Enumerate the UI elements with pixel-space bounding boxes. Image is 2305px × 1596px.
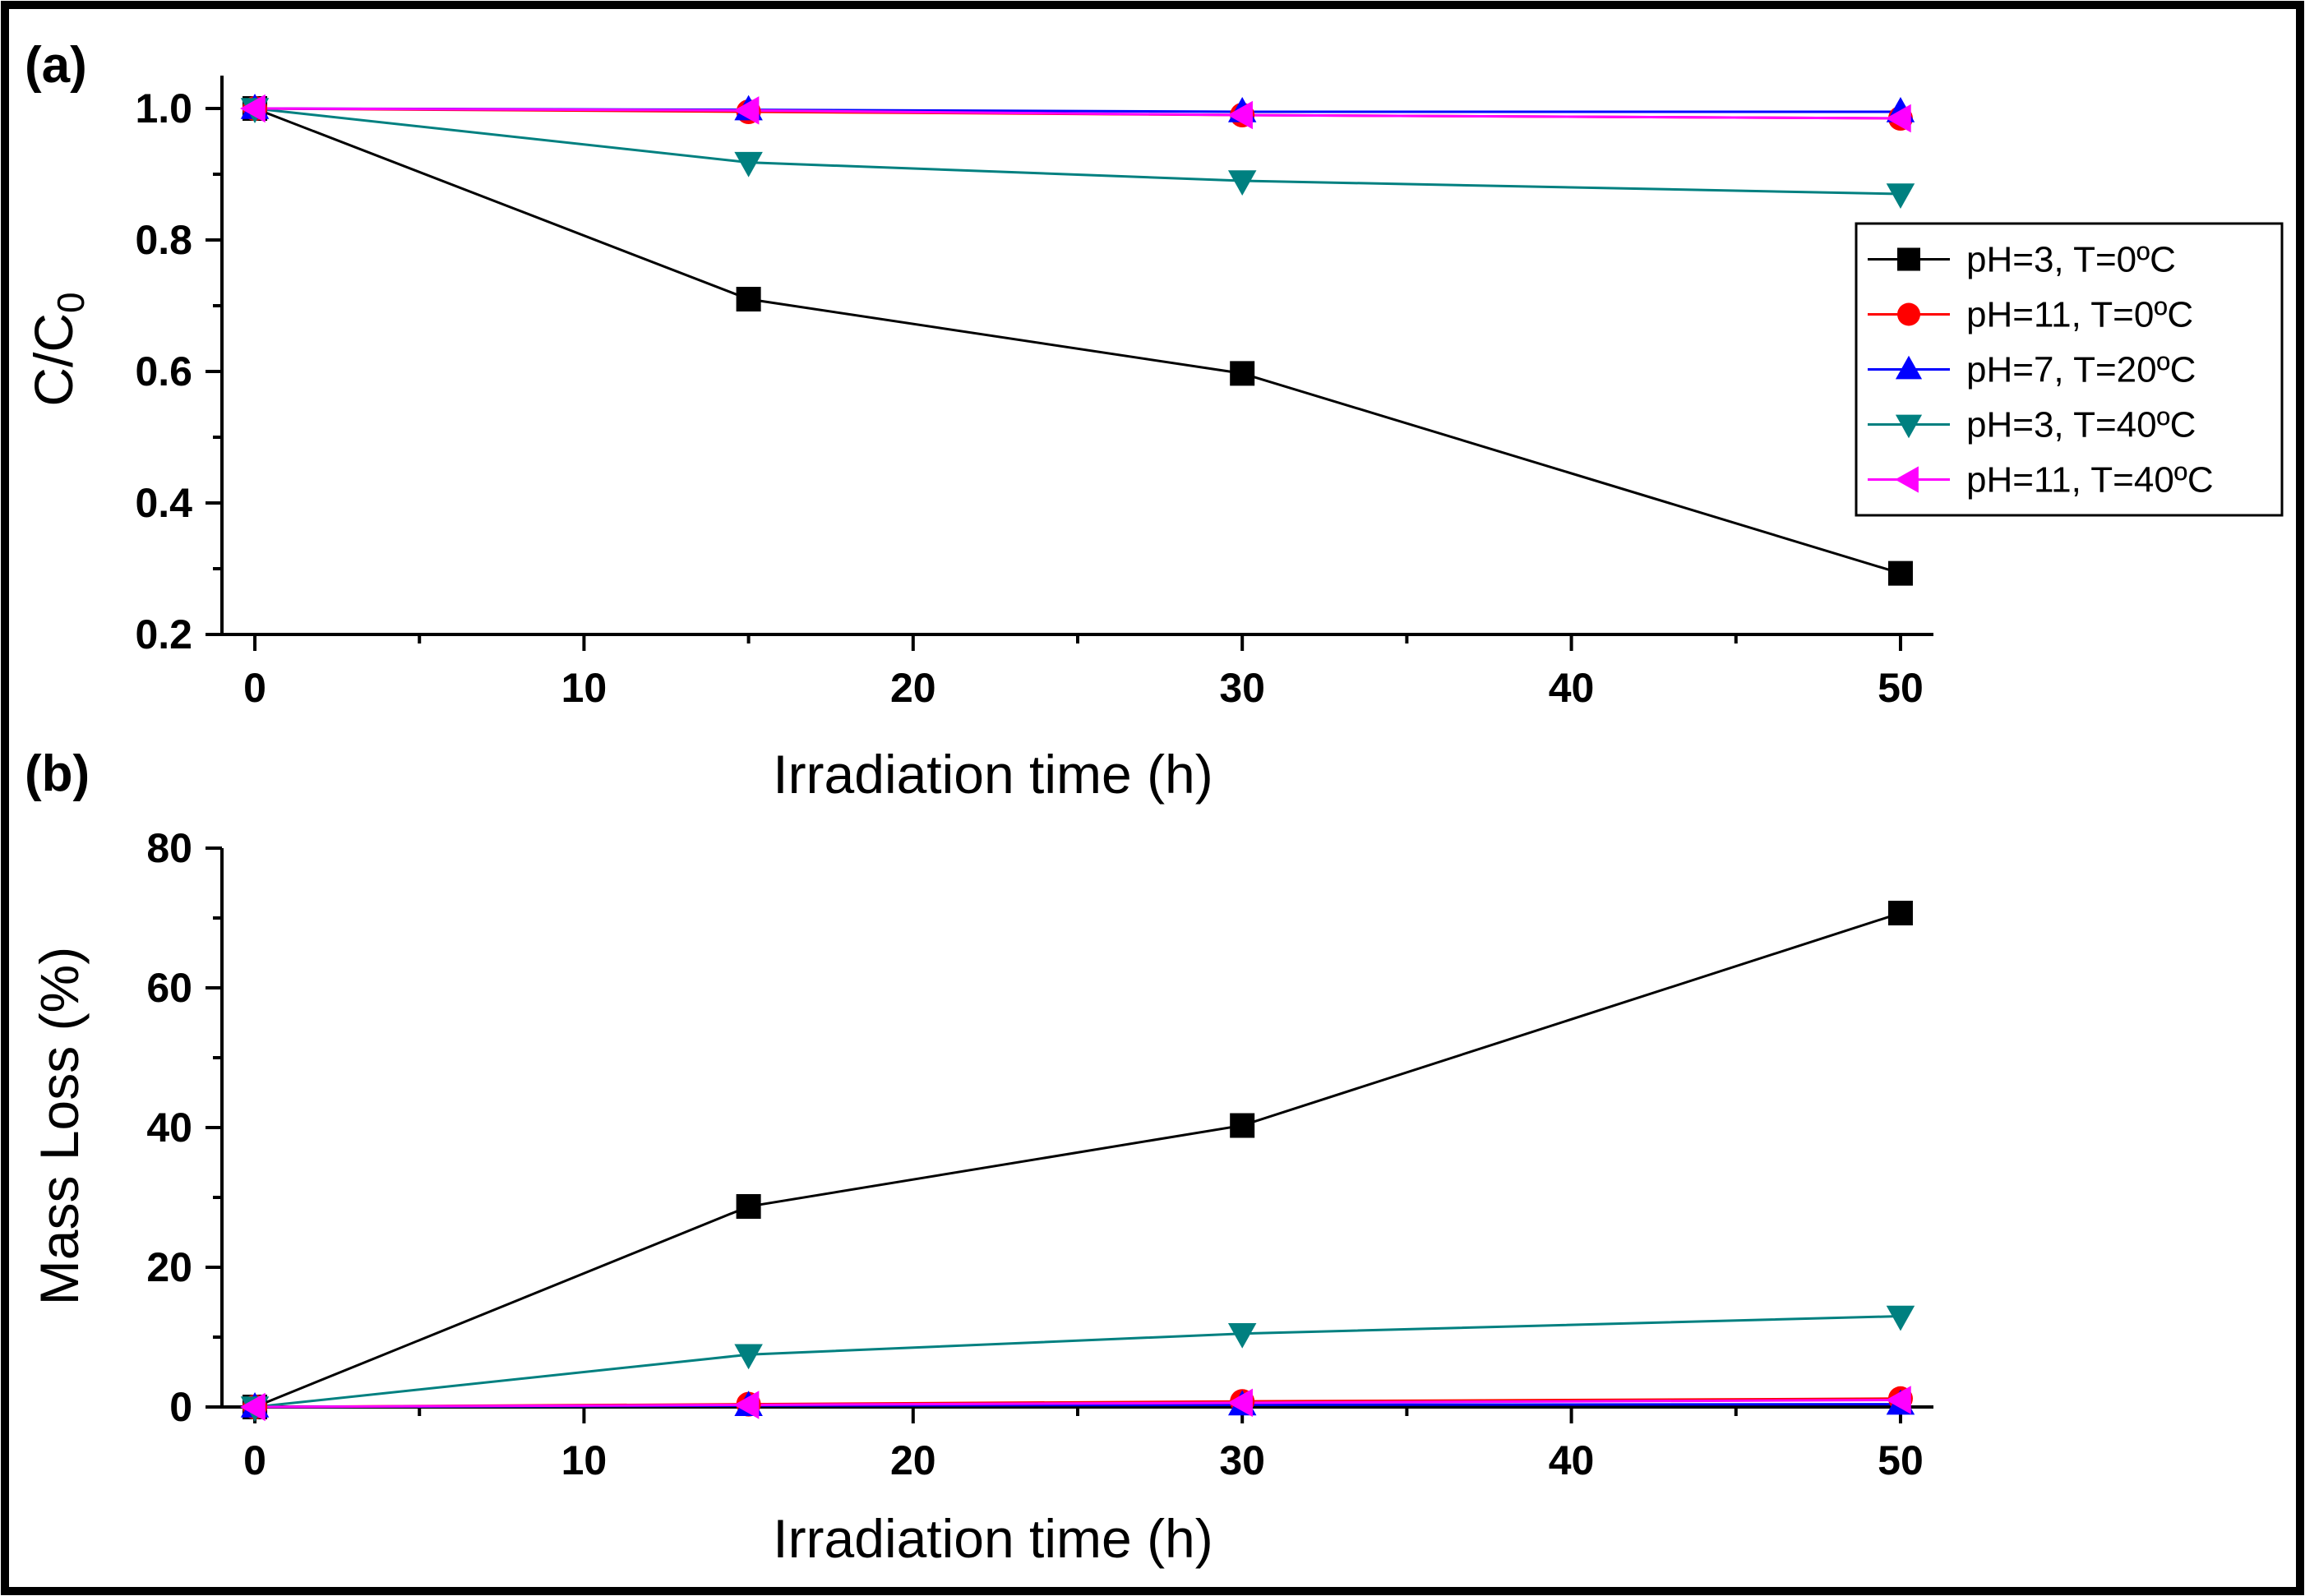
panel-b-x-tick-label: 10 (561, 1437, 607, 1483)
panel-b-y-tick-label: 20 (146, 1244, 192, 1290)
panel-a-x-tick-label: 40 (1549, 665, 1595, 711)
panel-b-y-tick-label: 40 (146, 1105, 192, 1151)
panel-a-series-1-point (1230, 361, 1255, 386)
panel-a-series-5-point (1885, 104, 1911, 133)
panel-a-y-axis-title: C/C0 (23, 292, 92, 406)
panel-b-series-4-point (734, 1344, 763, 1370)
panel-a-series-5-point (240, 94, 266, 123)
panel-a-series-4-point (734, 151, 763, 178)
panel-a-y-axis-title-subscript: 0 (49, 292, 92, 313)
legend-label-1: pH=3, T=0ºC (1966, 240, 2176, 280)
panel-a-x-tick-label: 10 (561, 665, 607, 711)
panel-a-series-5-point (1227, 100, 1253, 130)
panel-a-y-tick-label: 1.0 (135, 85, 192, 131)
panel-a-x-axis-title: Irradiation time (h) (773, 744, 1213, 805)
panel-a-y-tick-label: 0.2 (135, 611, 192, 657)
panel-a-series-4-point (1886, 183, 1915, 209)
panel-b-series-4-point (1886, 1305, 1915, 1331)
panel-a-x-tick-label: 50 (1878, 665, 1924, 711)
panel-b-series-1-point (736, 1194, 761, 1220)
panel-b-y-axis-title: Mass Loss (%) (29, 947, 90, 1305)
panel-a-y-tick-label: 0.4 (135, 480, 192, 526)
legend-label-3: pH=7, T=20ºC (1966, 350, 2196, 390)
panel-a-y-tick-label: 0.8 (135, 217, 192, 263)
panel-a-x-tick-label: 0 (243, 665, 266, 711)
panel-b-y-tick-label: 80 (146, 825, 192, 871)
legend-marker-4 (1895, 414, 1923, 439)
panel-a-x-tick-label: 30 (1219, 665, 1265, 711)
panel-a-label: (a) (25, 37, 87, 94)
panel-a-series-line-4 (254, 107, 1901, 196)
legend: pH=3, T=0ºC pH=11, T=0ºC pH=7, T=20ºC pH=3,… (1855, 222, 2284, 517)
panel-b-series-line-5 (255, 1399, 1901, 1409)
panel-b-x-axis-title: Irradiation time (h) (773, 1508, 1213, 1569)
legend-marker-3 (1895, 355, 1923, 380)
panel-a-x-tick-label: 20 (890, 665, 936, 711)
panel-b-series-1-point (1887, 901, 1913, 926)
panel-b-series-line-1 (254, 911, 1901, 1409)
legend-label-2: pH=11, T=0ºC (1966, 295, 2193, 335)
panel-b-series-4-point (1227, 1323, 1257, 1349)
panel-b-y-tick-label: 0 (169, 1384, 192, 1430)
panel-b-plot: 0 10 20 30 40 50 0 20 40 60 80 (146, 825, 1933, 1483)
legend-marker-1 (1897, 247, 1920, 271)
legend-label-4: pH=3, T=40ºC (1966, 405, 2196, 445)
panel-b-x-tick-label: 50 (1878, 1437, 1924, 1483)
panel-a-series-line-1 (254, 107, 1901, 575)
panel-a-series-line-5 (255, 107, 1901, 120)
panel-a-series-1-point (1887, 560, 1913, 586)
panel-b-x-tick-label: 40 (1549, 1437, 1595, 1483)
panel-a-plot: 0 10 20 30 40 50 0.2 0.4 0.6 0.8 1.0 (135, 76, 1933, 711)
panel-b-y-tick-label: 60 (146, 965, 192, 1011)
panel-a-series-1-point (736, 287, 761, 311)
panel-a-y-tick-label: 0.6 (135, 348, 192, 394)
legend-marker-5 (1895, 466, 1919, 493)
panel-b-x-tick-label: 30 (1219, 1437, 1265, 1483)
panel-b-series-5-point (733, 1391, 760, 1419)
panel-a-series-4-point (1227, 170, 1257, 196)
panel-b-x-tick-label: 0 (243, 1437, 266, 1483)
panel-b-series-5-point (240, 1392, 266, 1422)
panel-b-label: (b) (25, 745, 90, 802)
legend-label-5: pH=11, T=40ºC (1966, 460, 2214, 500)
panel-b-series-5-point (1227, 1388, 1253, 1418)
panel-b-series-line-4 (254, 1315, 1901, 1409)
legend-marker-2 (1897, 302, 1920, 326)
panel-b-series-1-point (1230, 1113, 1255, 1138)
panel-a-y-axis-title-main: C/C (23, 313, 84, 407)
panel-b-x-tick-label: 20 (890, 1437, 936, 1483)
panel-b-series-5-point (1885, 1386, 1911, 1414)
panel-a-series-5-point (733, 96, 760, 125)
